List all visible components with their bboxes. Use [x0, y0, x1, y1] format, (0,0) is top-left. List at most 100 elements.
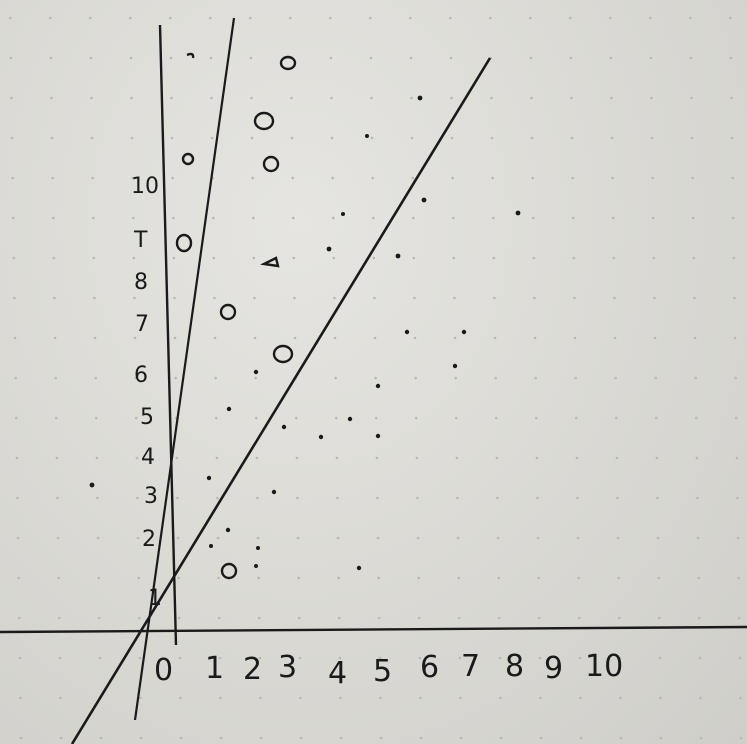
paper-dot [497, 616, 501, 620]
paper-dot [175, 456, 179, 460]
paper-dot [450, 136, 454, 140]
paper-dot [533, 336, 537, 340]
circle-marker [262, 155, 280, 173]
paper-dot [90, 96, 93, 100]
paper-dot [694, 416, 698, 420]
paper-dot [619, 696, 622, 700]
x-axis-line [0, 625, 747, 634]
paper-dot [15, 456, 19, 460]
paper-dot [59, 736, 63, 740]
paper-dot [128, 16, 132, 20]
paper-dot [570, 96, 573, 100]
paper-dot [372, 256, 376, 260]
paper-dot [168, 16, 172, 20]
paper-dot [92, 256, 96, 260]
paper-dot [257, 576, 260, 580]
paper-dot [333, 336, 337, 340]
paper-dot [729, 56, 733, 60]
paper-dot [170, 136, 174, 140]
paper-dot [9, 56, 13, 60]
paper-dot [413, 296, 416, 300]
paper-dot [339, 736, 343, 740]
paper-dot [732, 256, 736, 260]
paper-dot [328, 16, 332, 20]
paper-dot [572, 256, 576, 260]
paper-dot [569, 56, 573, 60]
paper-dot [174, 376, 177, 380]
paper-dot [14, 416, 18, 420]
paper-dot [534, 416, 538, 420]
paper-dot [419, 736, 423, 740]
paper-dot [218, 656, 222, 660]
paper-dot [219, 736, 223, 740]
paper-dot [608, 16, 612, 20]
paper-dot [739, 696, 742, 700]
triangle-marker [260, 256, 280, 268]
paper-dot [13, 336, 17, 340]
paper-dot [610, 136, 614, 140]
paper-dot [251, 176, 254, 180]
paper-dot [250, 136, 254, 140]
paper-dot [252, 256, 256, 260]
paper-dot [56, 496, 59, 500]
paper-dot [251, 216, 255, 220]
paper-dot [16, 536, 20, 540]
paper-dot [13, 296, 16, 300]
paper-dot [374, 416, 378, 420]
paper-dot [133, 296, 136, 300]
paper-dot [617, 576, 620, 580]
paper-dot [458, 656, 462, 660]
paper-dot [376, 536, 380, 540]
paper-dot [609, 56, 613, 60]
paper-dot [577, 576, 580, 580]
paper-dot [491, 216, 495, 220]
paper-dot [534, 376, 537, 380]
paper-dot [411, 216, 415, 220]
paper-dot [131, 216, 135, 220]
circle-marker [253, 111, 275, 131]
paper-dot [211, 216, 215, 220]
paper-dot [408, 16, 412, 20]
paper-dot [290, 96, 293, 100]
paper-dot [496, 536, 500, 540]
paper-dot [657, 576, 660, 580]
paper-dot [419, 696, 422, 700]
paper-dot [699, 696, 702, 700]
y-tick-label: 6 [134, 363, 148, 388]
x-tick-label: 2 [243, 652, 262, 687]
paper-dot [653, 296, 656, 300]
x-tick-label: 6 [420, 650, 439, 685]
paper-dot [610, 96, 613, 100]
paper-dot [457, 576, 460, 580]
paper-dot [736, 496, 739, 500]
paper-dot [651, 216, 655, 220]
paper-dot [449, 56, 453, 60]
paper-dot [734, 376, 737, 380]
paper-dot [176, 496, 179, 500]
paper-dot [689, 56, 693, 60]
paper-dot [454, 416, 458, 420]
paper-dot [54, 376, 57, 380]
paper-dot [93, 296, 96, 300]
paper-dot [617, 616, 621, 620]
paper-dot [416, 496, 419, 500]
paper-dot [409, 56, 413, 60]
paper-dot [137, 576, 140, 580]
paper-dot [255, 456, 259, 460]
paper-dot [532, 256, 536, 260]
paper-dot [570, 136, 574, 140]
paper-dot [134, 376, 137, 380]
paper-dot [173, 336, 177, 340]
paper-dot [530, 96, 533, 100]
paper-dot [296, 496, 299, 500]
paper-dot [731, 176, 734, 180]
paper-dot [179, 736, 183, 740]
paper-dot [299, 696, 302, 700]
paper-dot [57, 576, 60, 580]
paper-dot [697, 576, 700, 580]
paper-dot [499, 696, 502, 700]
paper-dot [257, 616, 261, 620]
paper-dot [248, 16, 252, 20]
paper-dot [217, 576, 220, 580]
paper-dot [94, 376, 97, 380]
